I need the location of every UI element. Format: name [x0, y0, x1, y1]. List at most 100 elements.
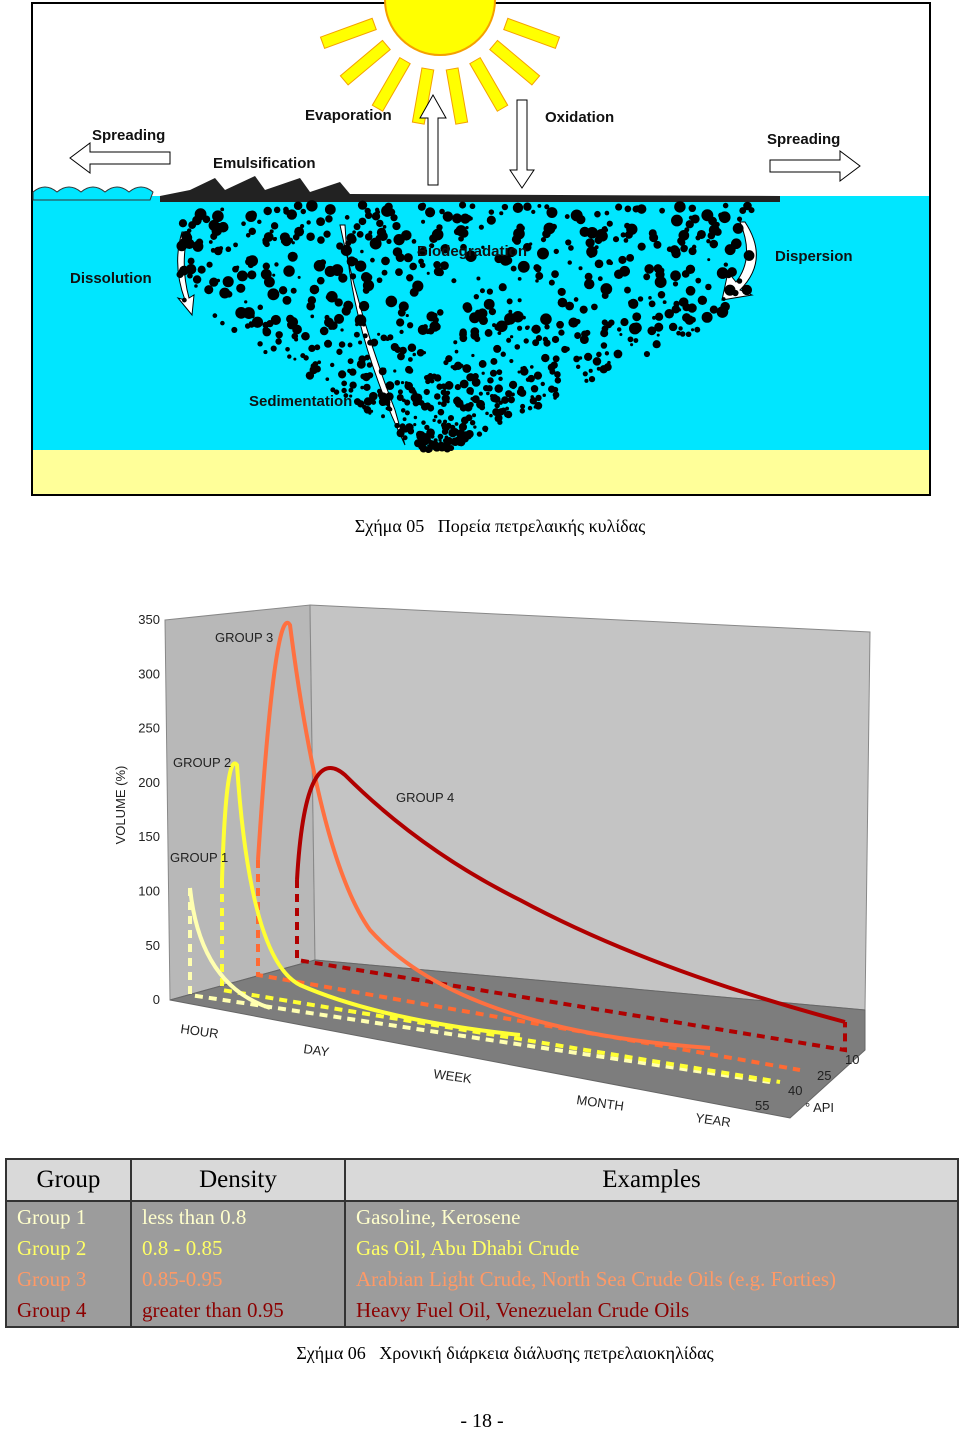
- oil-droplet: [705, 283, 712, 291]
- oil-droplet: [306, 301, 316, 311]
- oil-droplet: [537, 203, 542, 208]
- oil-droplet: [688, 247, 697, 256]
- oil-droplet: [540, 236, 547, 243]
- group-curve: [220, 761, 521, 1037]
- oil-droplet: [283, 265, 295, 277]
- oil-droplet: [727, 267, 737, 277]
- oil-droplet: [514, 344, 521, 350]
- oil-droplet: [421, 219, 426, 224]
- oil-droplet: [418, 258, 424, 265]
- oil-droplet: [314, 344, 321, 351]
- cell: Group 1: [5, 1201, 132, 1233]
- oil-droplet: [588, 368, 593, 373]
- oil-droplet: [613, 349, 623, 359]
- oil-droplet: [262, 239, 269, 246]
- oil-droplet: [324, 204, 336, 215]
- oil-droplet: [564, 214, 570, 219]
- oil-droplet: [671, 214, 683, 227]
- oil-droplet: [381, 269, 388, 276]
- oil-droplet: [553, 248, 559, 255]
- oil-droplet: [413, 423, 417, 427]
- oil-droplet: [557, 287, 566, 297]
- oil-droplet: [381, 414, 385, 419]
- x-label: WEEK: [433, 1066, 473, 1086]
- label: Spreading: [92, 127, 165, 144]
- arrow: [69, 142, 171, 174]
- oil-droplet: [364, 273, 373, 282]
- oil-droplet: [619, 332, 623, 337]
- label: Evaporation: [305, 107, 392, 124]
- oil-droplet: [535, 279, 539, 283]
- group-label: GROUP 1: [170, 850, 228, 865]
- oil-droplet: [417, 250, 422, 255]
- oil-droplet: [677, 308, 682, 312]
- oil-droplet: [516, 223, 524, 232]
- oil-droplet: [278, 286, 288, 295]
- oil-droplets: [176, 200, 755, 454]
- oil-droplet: [300, 208, 307, 215]
- oil-droplet: [470, 327, 480, 336]
- oil-droplet: [293, 201, 303, 211]
- oil-droplet: [308, 372, 314, 379]
- oil-droplet: [325, 377, 330, 382]
- oil-droplet: [506, 246, 517, 258]
- oil-droplet: [478, 224, 484, 230]
- oil-droplet: [468, 216, 473, 221]
- oil-droplet: [380, 334, 388, 342]
- oil-droplet: [425, 207, 436, 218]
- oil-droplet: [483, 298, 495, 310]
- oil-droplet: [272, 273, 276, 277]
- oil-droplet: [522, 315, 526, 320]
- oil-droplet: [324, 317, 334, 328]
- oil-droplet: [497, 408, 505, 416]
- y-tick-label: 300: [138, 666, 160, 681]
- oil-droplet: [573, 297, 579, 302]
- oil-droplet: [574, 332, 582, 340]
- oil-droplet: [288, 316, 299, 327]
- api-tick: 25: [817, 1068, 831, 1083]
- oil-droplet: [493, 344, 502, 353]
- oil-droplet: [630, 343, 634, 347]
- oil-droplet: [378, 231, 388, 242]
- oil-droplet: [377, 332, 381, 336]
- oil-droplet: [452, 213, 463, 224]
- oil-droplet: [291, 241, 295, 245]
- oil-droplet: [377, 388, 383, 394]
- oil-droplet: [209, 277, 219, 287]
- oil-droplet: [523, 338, 529, 344]
- oil-droplet: [526, 325, 530, 329]
- oil-droplet: [500, 351, 506, 357]
- wave: [32, 186, 154, 201]
- oil-droplet: [594, 259, 604, 269]
- oil-droplet: [494, 415, 501, 423]
- oil-droplet: [676, 330, 681, 336]
- oil-droplet: [493, 395, 501, 404]
- oil-droplet: [544, 204, 550, 210]
- oil-droplet: [370, 257, 375, 263]
- oil-droplet: [632, 312, 642, 322]
- oil-droplet: [484, 329, 493, 337]
- oil-droplet: [584, 352, 593, 361]
- oil-droplet: [501, 203, 509, 211]
- oil-droplet: [423, 388, 430, 396]
- oil-droplet: [634, 205, 640, 211]
- oil-droplet: [202, 215, 211, 224]
- oil-droplet: [334, 298, 343, 307]
- oil-droplet: [716, 267, 729, 279]
- oil-droplet: [411, 239, 417, 244]
- oil-droplet: [527, 405, 533, 411]
- header: Examples: [344, 1158, 959, 1202]
- oil-droplet: [404, 381, 409, 385]
- oil-droplet: [624, 222, 631, 229]
- oil-droplet: [477, 401, 485, 409]
- oil-droplet: [707, 258, 711, 262]
- oil-droplet: [308, 344, 316, 353]
- oil-droplet: [178, 219, 188, 228]
- oil-droplet: [724, 284, 736, 296]
- label: Oxidation: [545, 109, 614, 126]
- oil-droplet: [592, 357, 602, 366]
- oil-droplet: [659, 207, 665, 214]
- oil-droplet: [451, 278, 457, 284]
- oil-droplet: [489, 413, 493, 418]
- group-label: GROUP 4: [396, 790, 454, 805]
